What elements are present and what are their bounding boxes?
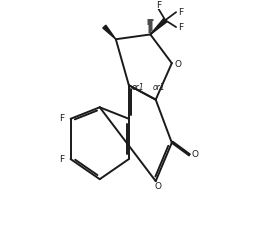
Text: or1: or1 — [131, 84, 144, 92]
Text: or1: or1 — [153, 84, 166, 92]
Text: O: O — [174, 60, 181, 69]
Text: F: F — [156, 1, 161, 10]
Text: O: O — [191, 150, 198, 159]
Polygon shape — [150, 18, 167, 35]
Text: F: F — [178, 8, 183, 17]
Text: F: F — [59, 155, 64, 163]
Text: F: F — [178, 23, 183, 32]
Text: F: F — [59, 114, 64, 123]
Polygon shape — [103, 25, 116, 39]
Text: O: O — [154, 182, 161, 191]
